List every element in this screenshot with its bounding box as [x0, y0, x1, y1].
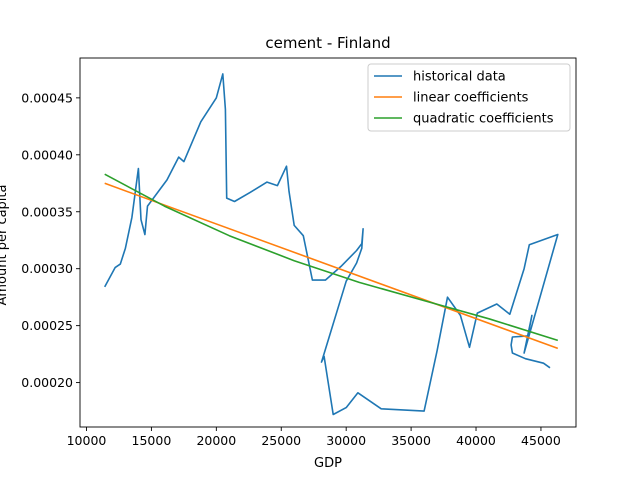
- x-tick-label: 25000: [261, 433, 301, 448]
- x-tick-label: 30000: [326, 433, 366, 448]
- x-tick-label: 20000: [196, 433, 236, 448]
- legend-label: historical data: [413, 70, 506, 85]
- series-line-1: [104, 182, 559, 350]
- x-axis: 10000 15000 20000 25000 30000 35000 40000 45000: [67, 427, 561, 448]
- plot-area: [79, 57, 577, 428]
- legend-label: linear coefficients: [413, 91, 529, 106]
- series-line-0: [103, 73, 559, 416]
- x-tick-label: 15000: [132, 433, 172, 448]
- x-tick-label: 45000: [521, 433, 561, 448]
- legend-box: [367, 63, 571, 132]
- y-tick-label: 0.00020: [21, 375, 73, 390]
- legend-label: quadratic coefficients: [413, 112, 554, 127]
- x-tick-label: 35000: [391, 433, 431, 448]
- x-tick-label: 10000: [67, 433, 107, 448]
- legend: historical data linear coefficients quadra…: [367, 63, 571, 132]
- y-tick-label: 0.00035: [21, 204, 73, 219]
- y-axis: 0.00020 0.00025 0.00030 0.00035 0.00040 0.000…: [21, 90, 80, 390]
- y-tick-label: 0.00025: [21, 318, 73, 333]
- y-tick-label: 0.00030: [21, 261, 73, 276]
- chart-title: cement - Finland: [265, 34, 390, 52]
- x-tick-label: 40000: [456, 433, 496, 448]
- y-tick-label: 0.00045: [21, 90, 73, 105]
- series-layer: [103, 73, 559, 416]
- series-line-2: [104, 173, 559, 342]
- y-tick-label: 0.00040: [21, 147, 73, 162]
- x-axis-label: GDP: [314, 456, 342, 471]
- y-axis-label: Amount per capita: [0, 185, 10, 306]
